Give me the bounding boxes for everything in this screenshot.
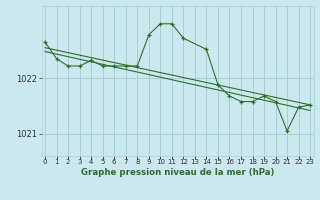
X-axis label: Graphe pression niveau de la mer (hPa): Graphe pression niveau de la mer (hPa): [81, 168, 274, 177]
